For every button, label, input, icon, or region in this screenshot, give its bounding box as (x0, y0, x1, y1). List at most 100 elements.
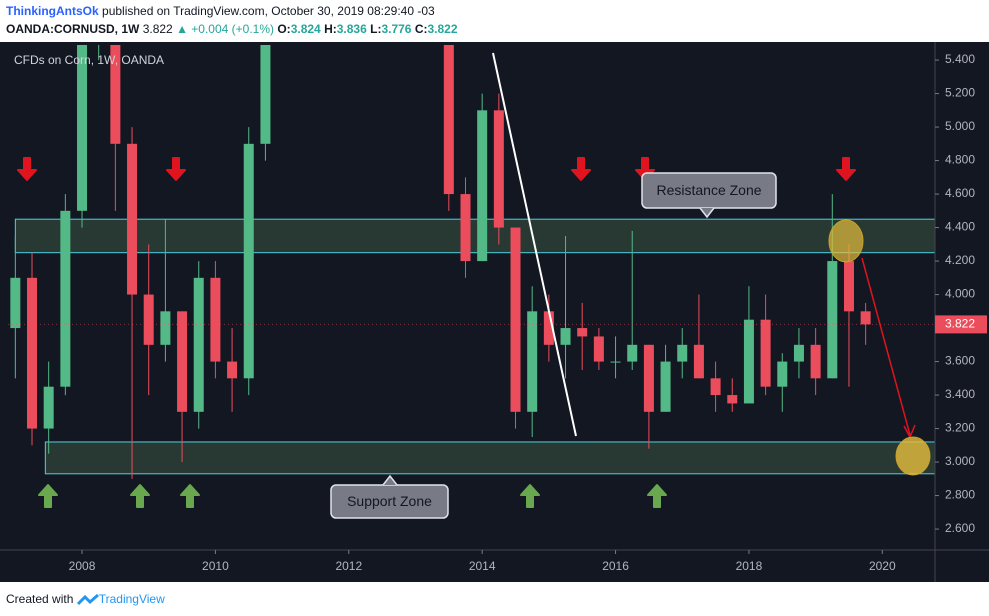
x-tick-label: 2018 (736, 559, 763, 573)
y-tick-label: 3.200 (945, 421, 975, 435)
x-tick-label: 2016 (602, 559, 629, 573)
x-tick-label: 2010 (202, 559, 229, 573)
y-tick-label: 5.200 (945, 86, 975, 100)
candle-body (827, 261, 838, 379)
h: 3.836 (336, 22, 367, 36)
author[interactable]: ThinkingAntsOk (6, 4, 99, 18)
up-arrow (647, 484, 667, 508)
l: 3.776 (381, 22, 412, 36)
x-tick-label: 2008 (69, 559, 96, 573)
legend: CFDs on Corn, 1W, OANDA (14, 53, 164, 67)
up-arrow (38, 484, 58, 508)
l-label: L: (370, 22, 382, 36)
last: 3.822 (142, 22, 173, 36)
zone (14, 218, 935, 254)
y-tick-label: 4.200 (945, 253, 975, 267)
up-arrow (520, 484, 540, 508)
candle-body (477, 110, 488, 262)
candle-body (527, 311, 538, 412)
candle-body (693, 344, 704, 379)
y-tick-label: 2.800 (945, 488, 975, 502)
candle-body (843, 261, 854, 312)
candle-body (793, 344, 804, 362)
y-tick-label: 3.000 (945, 454, 975, 468)
brand[interactable]: TradingView (98, 592, 165, 606)
y-tick-label: 4.800 (945, 153, 975, 167)
candle-body (510, 227, 521, 412)
candle-body (560, 328, 571, 345)
candle-body (577, 328, 588, 337)
candle-body (210, 277, 221, 362)
created: Created with (6, 592, 74, 606)
y-tick-label: 4.400 (945, 220, 975, 234)
candle-body (627, 344, 638, 362)
candle-body (193, 277, 204, 412)
published: published on TradingView.com, October 30… (102, 4, 435, 18)
x-tick-label: 2014 (469, 559, 496, 573)
down-arrow (166, 157, 186, 181)
o: 3.824 (290, 22, 321, 36)
candle-body (443, 45, 454, 195)
candle-body (777, 361, 788, 387)
y-tick-label: 5.400 (945, 52, 975, 66)
candle-body (810, 344, 821, 379)
candle-body (493, 110, 504, 228)
annotations (492, 52, 931, 476)
highlight-circle (828, 219, 864, 263)
candle-body (543, 311, 554, 345)
c-label: C: (414, 22, 428, 36)
down-arrow (571, 157, 591, 181)
up-arrow (130, 484, 150, 508)
change: ▲ +0.004 (+0.1%) (176, 22, 274, 36)
candle-body (760, 319, 771, 387)
c: 3.822 (427, 22, 458, 36)
x-tick-label: 2012 (335, 559, 362, 573)
target-arrow (861, 257, 911, 436)
logo (76, 593, 99, 605)
candle-body (27, 277, 38, 429)
candle-body (593, 336, 604, 362)
candle-body (77, 45, 88, 211)
callout-pointer (699, 207, 715, 219)
last-price-box (935, 315, 987, 334)
candle-body (710, 378, 721, 396)
chart: CFDs on Corn, 1W, OANDA 2.600 2.800 3.000 3… (0, 42, 989, 582)
candle-body (260, 45, 271, 144)
callout-label: Support Zone (347, 493, 432, 509)
candle-body (110, 45, 121, 144)
candle-body (727, 395, 738, 404)
symbol-line: OANDA:CORNUSD, 1W 3.822 ▲ +0.004 (+0.1%)… (6, 22, 458, 36)
last-price-label: 3.822 (945, 317, 975, 331)
trend-line (492, 52, 577, 437)
y-tick-label: 3.600 (945, 354, 975, 368)
y-tick-label: 3.400 (945, 387, 975, 401)
candle-body (127, 143, 138, 295)
plot (8, 45, 935, 479)
down-arrow (17, 157, 37, 181)
candle-body (860, 311, 871, 325)
down-arrow (836, 157, 856, 181)
candle-body (143, 294, 154, 345)
y-tick-label: 2.600 (945, 521, 975, 535)
y-tick-label: 4.000 (945, 287, 975, 301)
h-label: H: (324, 22, 337, 36)
y-tick-label: 5.000 (945, 119, 975, 133)
callout-label: Resistance Zone (656, 182, 761, 198)
candle-body (243, 143, 254, 379)
y-tick-label: 4.600 (945, 186, 975, 200)
o-label: O: (277, 22, 291, 36)
candle-body (177, 311, 188, 412)
candle-body (160, 311, 171, 345)
highlight-circle (895, 436, 931, 476)
callout-pointer (382, 474, 398, 486)
zone (44, 441, 935, 475)
candle-body (643, 344, 654, 412)
x-tick-label: 2020 (869, 559, 896, 573)
candle-body (743, 319, 754, 404)
up-arrow (180, 484, 200, 508)
candle-body (677, 344, 688, 362)
symbol: OANDA:CORNUSD, 1W (6, 22, 140, 36)
candle-body (610, 361, 621, 363)
candle-body (60, 210, 71, 387)
